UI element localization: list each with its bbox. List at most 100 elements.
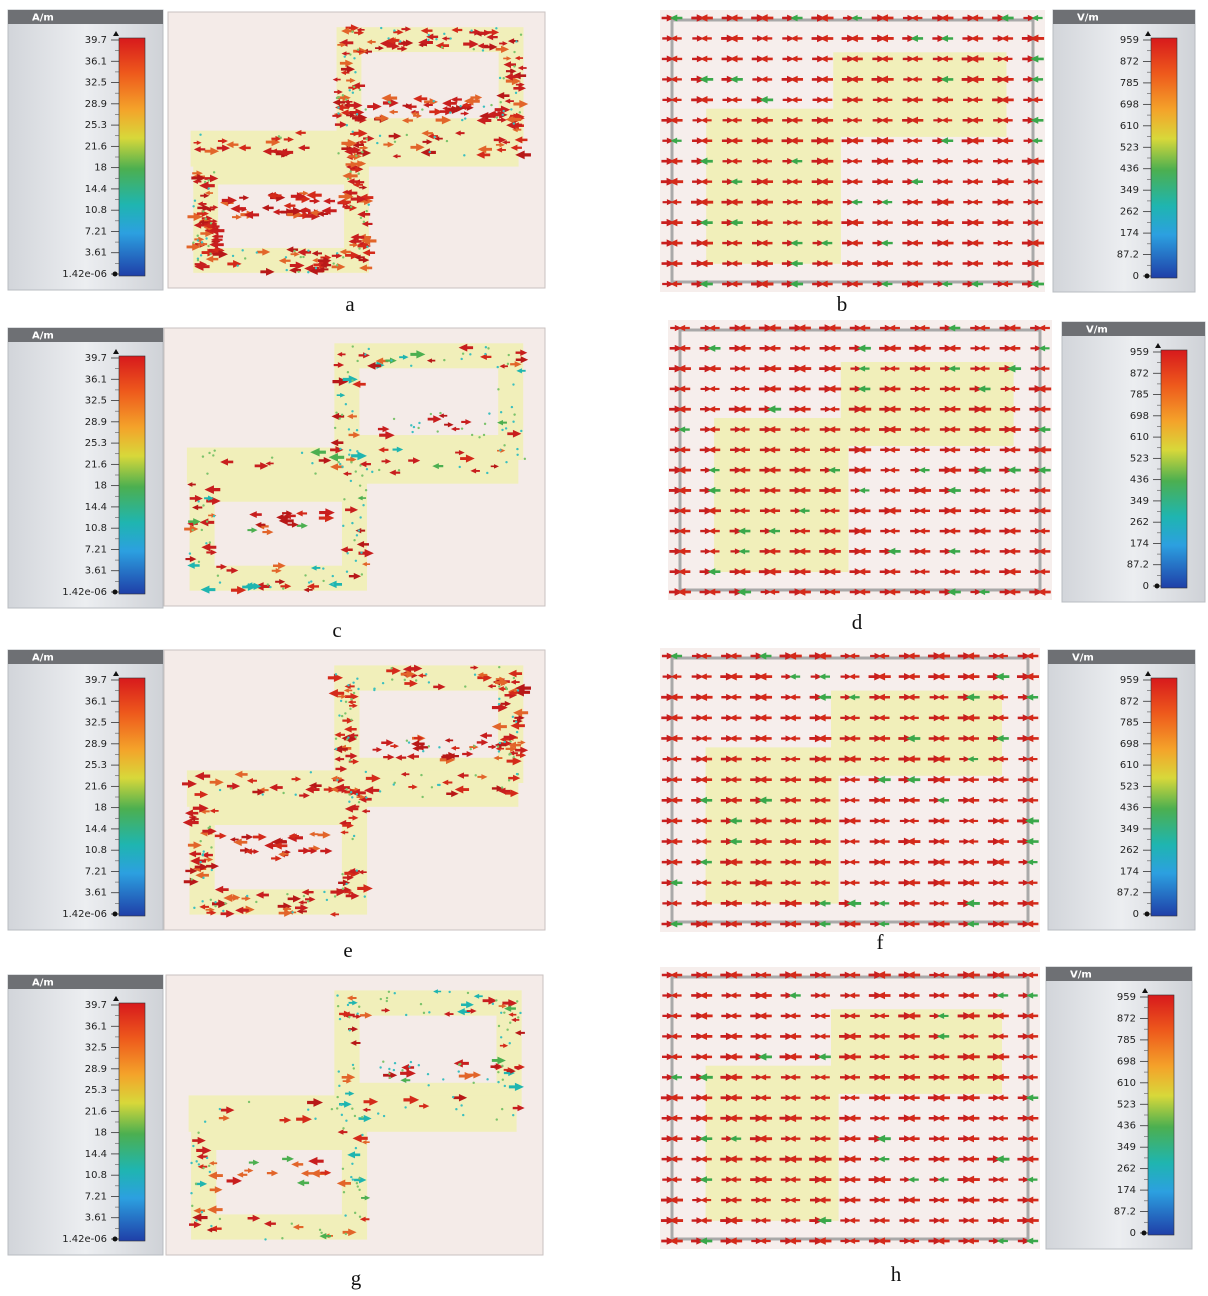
field-arrow	[504, 98, 514, 104]
field-arrow	[911, 137, 923, 144]
field-dot	[207, 1164, 211, 1168]
field-arrow	[1031, 199, 1043, 206]
colorbar-tick-label: 523	[1117, 1099, 1136, 1110]
field-arrow	[809, 714, 824, 722]
field-arrow	[947, 324, 961, 332]
field-arrow	[870, 900, 882, 907]
field-arrow	[751, 280, 766, 288]
field-dot	[350, 461, 353, 464]
field-dot	[197, 1131, 200, 1134]
field-arrow	[204, 174, 219, 183]
field-arrow	[205, 907, 215, 913]
field-dot	[197, 560, 201, 564]
field-dot	[346, 177, 350, 181]
field-arrow	[751, 14, 766, 22]
field-arrow	[708, 426, 720, 433]
field-dot	[435, 38, 438, 41]
field-arrow	[757, 672, 773, 681]
field-arrow	[699, 1155, 712, 1163]
field-arrow	[781, 137, 796, 145]
field-dot	[404, 1013, 408, 1017]
field-arrow	[787, 1114, 802, 1123]
field-dot	[514, 720, 518, 723]
field-arrow	[508, 687, 523, 696]
field-dot	[514, 91, 518, 95]
field-arrow	[722, 158, 734, 165]
field-arrow	[1025, 1196, 1039, 1204]
field-arrow	[996, 1237, 1008, 1245]
field-arrow	[226, 141, 239, 149]
field-dot	[427, 38, 430, 42]
field-arrow	[660, 177, 676, 186]
field-arrow	[661, 693, 675, 702]
field-arrow	[877, 838, 890, 845]
field-arrow	[721, 992, 734, 999]
field-arrow	[759, 755, 771, 763]
field-arrow	[996, 879, 1009, 887]
field-arrow	[828, 507, 840, 514]
field-arrow	[759, 527, 773, 535]
field-arrow	[662, 1074, 674, 1081]
field-arrow	[819, 527, 833, 535]
field-dot	[201, 455, 205, 458]
field-arrow	[817, 652, 832, 660]
field-arrow	[721, 34, 736, 43]
colorbar-tick-label: 610	[1130, 432, 1149, 443]
field-dot	[355, 1181, 359, 1185]
field-arrow	[880, 259, 894, 268]
field-dot	[218, 1217, 222, 1221]
field-arrow	[247, 1214, 261, 1222]
field-dot	[376, 141, 379, 145]
field-dot	[506, 362, 510, 366]
field-arrow	[278, 257, 291, 264]
field-arrow	[870, 920, 882, 928]
field-dot	[266, 583, 270, 586]
field-arrow	[1029, 239, 1045, 247]
field-arrow	[1025, 817, 1039, 825]
field-arrow	[348, 868, 360, 875]
field-arrow	[497, 686, 508, 692]
field-arrow	[738, 426, 750, 433]
field-arrow	[699, 239, 713, 247]
field-dot	[393, 781, 396, 784]
field-arrow	[876, 991, 891, 1000]
field-arrow	[730, 426, 742, 433]
colorbar-header	[8, 975, 163, 989]
field-arrow	[780, 920, 794, 928]
field-arrow	[898, 734, 913, 743]
color-scale	[1150, 37, 1178, 279]
field-arrow	[928, 1073, 942, 1081]
field-dot	[208, 541, 212, 544]
field-arrow	[969, 487, 983, 494]
field-dot	[340, 1103, 343, 1107]
field-arrow	[887, 568, 901, 576]
field-arrow	[782, 96, 794, 103]
field-arrow	[500, 700, 512, 707]
field-arrow	[877, 734, 891, 742]
field-dot	[464, 685, 467, 688]
field-arrow	[433, 989, 442, 994]
field-arrow	[878, 920, 890, 928]
field-arrow	[903, 137, 915, 144]
field-arrow	[195, 871, 209, 880]
field-arrow	[517, 740, 526, 745]
field-arrow	[999, 547, 1013, 555]
colorbar-tick-label: 21.6	[85, 1106, 107, 1117]
field-arrow	[494, 741, 507, 749]
field-arrow	[1023, 96, 1035, 104]
field-dot	[449, 111, 452, 114]
field-arrow	[458, 1072, 474, 1081]
field-dot	[507, 353, 510, 357]
field-arrow	[216, 563, 228, 570]
field-dot	[285, 268, 288, 272]
field-arrow	[961, 75, 976, 84]
field-arrow	[1007, 425, 1021, 434]
field-arrow	[992, 35, 1006, 42]
field-arrow	[699, 1135, 713, 1143]
field-arrow	[877, 1217, 890, 1224]
field-arrow	[730, 487, 742, 494]
field-arrow	[780, 858, 793, 866]
field-arrow	[460, 111, 470, 116]
field-arrow	[344, 147, 359, 156]
field-arrow	[850, 198, 863, 206]
